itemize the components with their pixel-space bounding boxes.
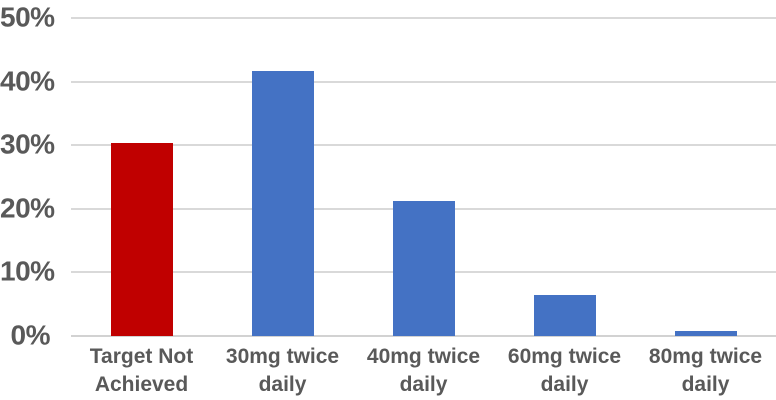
- x-axis-category-label: 80mg twice daily: [648, 345, 763, 396]
- bar-target-not-achieved: [110, 143, 173, 336]
- y-axis-tick-label: 50%: [0, 1, 55, 33]
- x-axis-category-label: 30mg twice daily: [225, 345, 340, 396]
- gridline: [71, 144, 776, 147]
- y-axis-tick-label: 0%: [10, 319, 51, 351]
- x-axis-line: [71, 335, 776, 337]
- y-axis-tick-label: 40%: [0, 64, 55, 96]
- bar-60mg-twice-daily: [533, 294, 596, 336]
- x-axis-category-label: 40mg twice daily: [366, 345, 481, 396]
- y-axis-tick-label: 20%: [0, 192, 55, 224]
- gridline: [71, 17, 776, 19]
- bar-80mg-twice-daily: [674, 330, 737, 336]
- bar-30mg-twice-daily: [251, 71, 314, 336]
- x-axis-category-label: Target Not Achieved: [89, 345, 194, 396]
- x-axis-category-label: 60mg twice daily: [507, 345, 622, 396]
- gridline: [71, 80, 776, 83]
- y-axis-tick-label: 10%: [0, 255, 55, 287]
- bar-40mg-twice-daily: [392, 201, 455, 336]
- y-axis-tick-label: 30%: [0, 128, 55, 160]
